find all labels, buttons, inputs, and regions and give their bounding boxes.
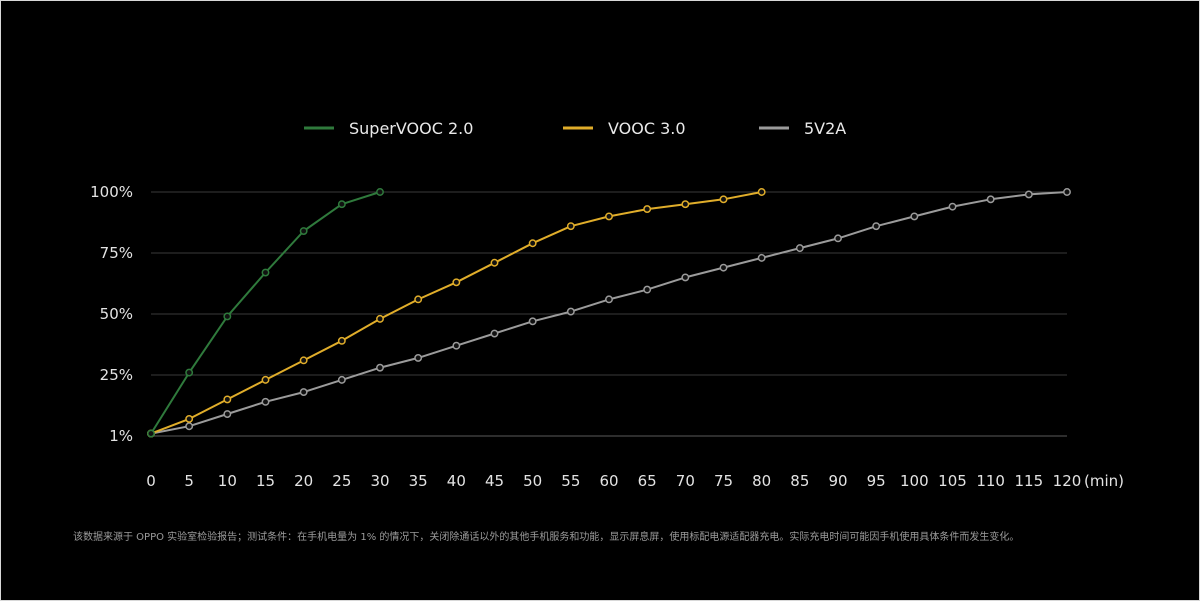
x-tick-label: 55 <box>561 472 580 490</box>
data-point <box>566 307 575 316</box>
data-point <box>414 353 423 362</box>
y-tick-label: 75% <box>100 244 133 262</box>
footnote: 该数据来源于 OPPO 实验室检验报告；测试条件：在手机电量为 1% 的情况下，… <box>73 532 1020 543</box>
data-point <box>643 285 652 294</box>
data-point <box>414 295 423 304</box>
x-tick-label: 35 <box>409 472 428 490</box>
x-tick-label: 70 <box>676 472 695 490</box>
legend-label: VOOC 3.0 <box>608 119 686 138</box>
data-point <box>299 388 308 397</box>
data-point <box>872 222 881 231</box>
data-point <box>566 222 575 231</box>
x-tick-label: 65 <box>638 472 657 490</box>
data-point <box>223 410 232 418</box>
x-tick-label: 20 <box>294 472 313 490</box>
x-tick-label: 90 <box>828 472 847 490</box>
x-tick-label: 95 <box>867 472 886 490</box>
series-line <box>150 191 762 435</box>
x-tick-label: 115 <box>1015 472 1044 490</box>
x-tick-label: 60 <box>599 472 618 490</box>
x-unit-label: (min) <box>1084 472 1124 490</box>
data-point <box>490 329 499 338</box>
data-point <box>376 188 384 196</box>
data-point <box>948 202 957 211</box>
data-point <box>605 212 613 221</box>
data-point <box>643 205 652 214</box>
data-point <box>376 363 384 372</box>
x-tick-label: 105 <box>938 472 967 490</box>
series-line <box>150 191 381 435</box>
data-point <box>1063 188 1071 196</box>
data-point <box>528 239 537 248</box>
y-tick-label: 50% <box>100 305 133 323</box>
data-point <box>681 200 690 209</box>
x-tick-label: 110 <box>976 472 1005 490</box>
data-point <box>337 375 346 384</box>
x-tick-label: 85 <box>790 472 809 490</box>
data-point <box>299 356 308 365</box>
x-tick-label: 40 <box>447 472 466 490</box>
data-point <box>719 263 728 272</box>
data-point <box>757 188 766 196</box>
data-point <box>681 273 690 282</box>
data-point <box>834 234 842 243</box>
data-point <box>261 397 270 406</box>
data-point <box>185 368 194 377</box>
y-tick-label: 1% <box>109 427 133 445</box>
data-point <box>185 414 194 423</box>
x-tick-label: 0 <box>146 472 156 490</box>
data-point <box>490 258 499 267</box>
legend-label: 5V2A <box>804 119 846 138</box>
data-point <box>185 422 194 431</box>
data-point <box>261 375 270 384</box>
x-tick-label: 5 <box>184 472 194 490</box>
data-point <box>452 341 461 350</box>
data-point <box>452 278 461 287</box>
x-tick-label: 10 <box>218 472 237 490</box>
data-point <box>605 295 613 304</box>
data-point <box>719 195 728 204</box>
x-tick-label: 100 <box>900 472 929 490</box>
x-tick-label: 30 <box>370 472 389 490</box>
x-tick-label: 50 <box>523 472 542 490</box>
data-point <box>147 429 155 438</box>
x-tick-label: 25 <box>332 472 351 490</box>
x-tick-label: 80 <box>752 472 771 490</box>
data-point <box>299 227 308 235</box>
y-tick-label: 100% <box>90 183 133 201</box>
data-point <box>223 395 232 404</box>
data-point <box>757 253 766 262</box>
x-tick-label: 75 <box>714 472 733 490</box>
y-tick-label: 25% <box>100 366 133 384</box>
series-line <box>150 191 1068 435</box>
data-point <box>337 200 346 209</box>
data-point <box>376 314 384 323</box>
data-point <box>223 312 232 321</box>
data-point <box>986 195 995 204</box>
legend-label: SuperVOOC 2.0 <box>349 119 473 138</box>
data-point <box>528 317 537 326</box>
data-point <box>1024 190 1033 199</box>
data-point <box>337 336 346 345</box>
data-point <box>261 268 270 277</box>
data-point <box>795 244 804 253</box>
x-tick-label: 15 <box>256 472 275 490</box>
x-tick-label: 45 <box>485 472 504 490</box>
data-point <box>910 212 919 221</box>
x-tick-label: 120 <box>1053 472 1082 490</box>
